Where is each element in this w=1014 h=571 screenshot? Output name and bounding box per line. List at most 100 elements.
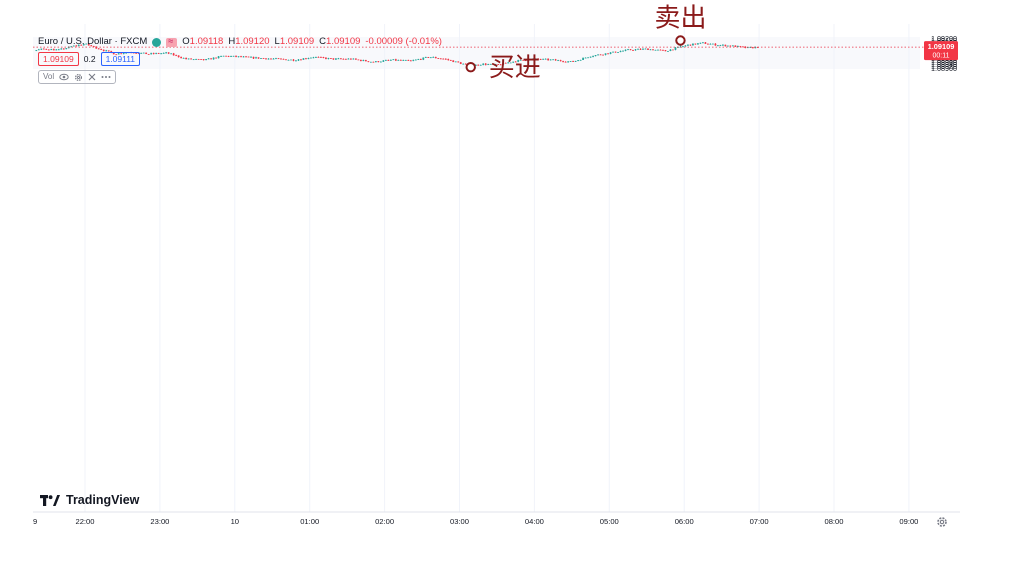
- candle-body: [736, 45, 739, 47]
- candle-body: [402, 60, 405, 61]
- candle-body: [315, 56, 317, 58]
- x-tick-label: 02:00: [375, 517, 394, 526]
- candle-body: [382, 60, 385, 62]
- candle-body: [507, 62, 510, 64]
- candle-body: [632, 50, 634, 51]
- eye-icon[interactable]: [59, 73, 69, 81]
- bid-price-button[interactable]: 1.09109: [38, 52, 79, 66]
- candle-body: [145, 52, 148, 55]
- candle-body: [619, 51, 622, 53]
- candle-body: [82, 44, 85, 46]
- candle-body: [250, 56, 252, 58]
- candle-body: [170, 53, 173, 55]
- more-icon[interactable]: [101, 75, 111, 79]
- candle-body: [559, 60, 562, 62]
- candle-body: [629, 49, 632, 51]
- candle-body: [587, 57, 589, 59]
- candle-body: [105, 50, 108, 52]
- candle-body: [497, 64, 500, 65]
- candle-body: [464, 63, 467, 65]
- ohlc-low: L1.09109: [274, 36, 315, 47]
- candle-body: [612, 51, 614, 53]
- symbol-title[interactable]: Euro / U.S. Dollar · FXCM: [38, 36, 148, 47]
- candle-body: [721, 44, 724, 46]
- candle-body: [459, 62, 462, 64]
- candle-body: [340, 58, 342, 60]
- candle-body: [719, 45, 722, 46]
- candle-body: [644, 48, 647, 50]
- candle-body: [624, 49, 627, 51]
- candle-body: [717, 45, 719, 47]
- candle-body: [97, 48, 100, 50]
- x-tick-label: 23:00: [150, 517, 169, 526]
- candle-body: [572, 61, 574, 62]
- candle-body: [182, 57, 185, 59]
- candle-body: [65, 48, 68, 50]
- candle-body: [160, 53, 163, 55]
- tradingview-logo-icon: [40, 494, 60, 506]
- candle-body: [52, 49, 55, 51]
- candle-body: [87, 43, 90, 46]
- candle-body: [240, 56, 242, 58]
- legend-volume-row: Vol: [38, 70, 442, 84]
- x-tick-label: 09:00: [899, 517, 918, 526]
- legend-quote-row: 1.09109 0.2 1.09111: [38, 52, 442, 66]
- candle-body: [639, 48, 642, 50]
- candle-body: [225, 55, 227, 57]
- candle-body: [372, 61, 375, 63]
- candle-body: [749, 47, 752, 49]
- y-tick-label: 1.08920: [931, 62, 957, 71]
- candle-body: [479, 64, 482, 66]
- candle-body: [554, 59, 557, 61]
- candle-body: [305, 58, 307, 60]
- candle-body: [509, 62, 512, 64]
- ohlc-close: C1.09109: [319, 36, 361, 47]
- candle-body: [649, 49, 652, 51]
- candle-body: [310, 57, 312, 59]
- candle-body: [462, 63, 465, 65]
- candle-body: [424, 57, 427, 58]
- spread-value: 0.2: [83, 54, 96, 64]
- annotation-label: 卖出: [654, 4, 706, 34]
- candle-body: [272, 58, 275, 60]
- candle-body: [200, 59, 202, 60]
- candle-body: [112, 52, 115, 55]
- candle-body: [614, 51, 617, 53]
- x-tick-label: 9: [33, 517, 37, 526]
- tradingview-logo[interactable]: TradingView: [40, 493, 139, 507]
- candle-body: [70, 46, 73, 48]
- candle-body: [192, 59, 195, 61]
- candle-body: [367, 61, 370, 63]
- candle-body: [657, 49, 659, 51]
- candle-body: [689, 44, 692, 46]
- candle-body: [414, 59, 417, 61]
- volume-indicator-pill[interactable]: Vol: [38, 70, 117, 84]
- candle-body: [60, 48, 63, 50]
- x-tick-label: 07:00: [750, 517, 769, 526]
- close-icon[interactable]: [88, 73, 96, 81]
- candle-body: [147, 54, 150, 55]
- gear-icon[interactable]: [74, 73, 83, 82]
- candle-body: [364, 60, 367, 62]
- candle-body: [300, 59, 302, 61]
- candle-body: [102, 49, 105, 51]
- candle-body: [202, 59, 205, 61]
- candle-body: [627, 49, 629, 51]
- candle-body: [652, 49, 654, 51]
- candle-body: [519, 59, 522, 61]
- candle-body: [457, 61, 460, 63]
- candle-body: [175, 55, 178, 57]
- chart-settings-gear-icon[interactable]: [936, 516, 948, 528]
- candle-body: [55, 49, 58, 51]
- x-tick-label: 04:00: [525, 517, 544, 526]
- candle-body: [85, 43, 88, 45]
- candle-body: [647, 48, 649, 50]
- candle-body: [477, 64, 480, 66]
- candle-body: [62, 48, 65, 50]
- ask-price-button[interactable]: 1.09111: [100, 52, 141, 66]
- candle-body: [220, 56, 222, 57]
- candle-body: [602, 54, 604, 56]
- candle-body: [712, 43, 714, 45]
